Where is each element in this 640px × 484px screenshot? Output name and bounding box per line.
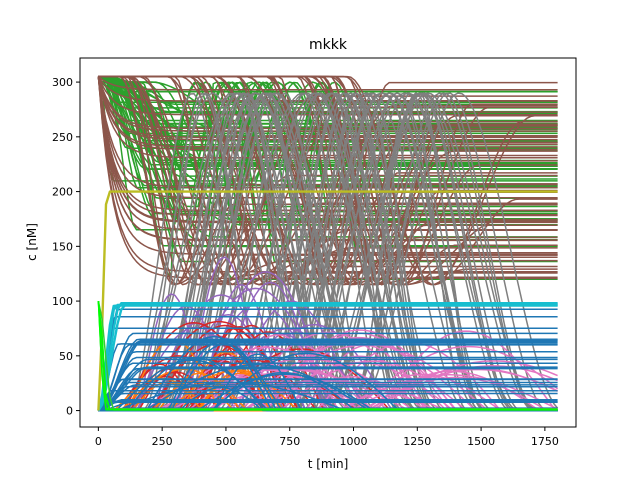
- series-line-blue: [97, 400, 558, 412]
- x-tick-label: 1000: [340, 435, 368, 448]
- series-line-blue: [98, 350, 558, 412]
- x-tick-label: 250: [152, 435, 173, 448]
- y-tick-label: 200: [52, 186, 73, 199]
- y-tick-label: 300: [52, 76, 73, 89]
- series-line-blue: [97, 327, 558, 411]
- series-line-blue: [98, 378, 558, 412]
- series-line-brown: [97, 76, 558, 141]
- series-line-blue: [98, 339, 558, 412]
- series-line-blue: [98, 381, 558, 412]
- chart-title: mkkk: [309, 37, 348, 53]
- series-line-olive: [97, 190, 558, 411]
- series-line-blue: [98, 398, 558, 412]
- series-line-blue: [98, 366, 558, 412]
- plot-frame: [79, 57, 577, 428]
- x-tick-label: 750: [279, 435, 300, 448]
- series-line-blue: [98, 392, 558, 412]
- series-line-brown: [97, 76, 558, 91]
- y-tick-label: 50: [59, 350, 73, 363]
- x-tick-label: 500: [215, 435, 236, 448]
- series-line-blue: [97, 316, 558, 411]
- series-line-blue: [98, 341, 558, 412]
- series-line-blue: [97, 343, 558, 411]
- y-tick-label: 0: [66, 405, 73, 418]
- x-tick-label: 1500: [467, 435, 495, 448]
- series-line-blue: [98, 358, 558, 412]
- series-line-blue: [97, 344, 558, 412]
- series-layer: [97, 75, 559, 412]
- x-tick-label: 1750: [531, 435, 559, 448]
- series-line-brown: [98, 75, 558, 286]
- x-axis-ticks: 0 250 500 750 1000 1250 1500 1750: [95, 427, 559, 448]
- series-line-bright_green: [97, 301, 558, 411]
- series-line-brown: [97, 76, 558, 116]
- series-line-cyan: [97, 302, 558, 412]
- series-line-brown: [97, 76, 558, 139]
- y-tick-label: 150: [52, 240, 73, 253]
- series-line-blue: [98, 338, 558, 412]
- x-axis-label: t [min]: [308, 457, 349, 471]
- x-tick-label: 1250: [403, 435, 431, 448]
- series-line-green: [98, 81, 558, 165]
- y-axis-ticks: 0 50 100 150 200 250 300: [52, 76, 80, 418]
- series-line-blue: [98, 385, 558, 412]
- series-line-blue: [98, 367, 558, 412]
- x-tick-label: 0: [95, 435, 102, 448]
- series-line-blue: [97, 308, 558, 411]
- y-tick-label: 100: [52, 295, 73, 308]
- series-line-cyan: [97, 303, 558, 411]
- y-axis-label: c [nM]: [25, 223, 39, 261]
- series-line-blue: [97, 332, 558, 412]
- y-tick-label: 250: [52, 131, 73, 144]
